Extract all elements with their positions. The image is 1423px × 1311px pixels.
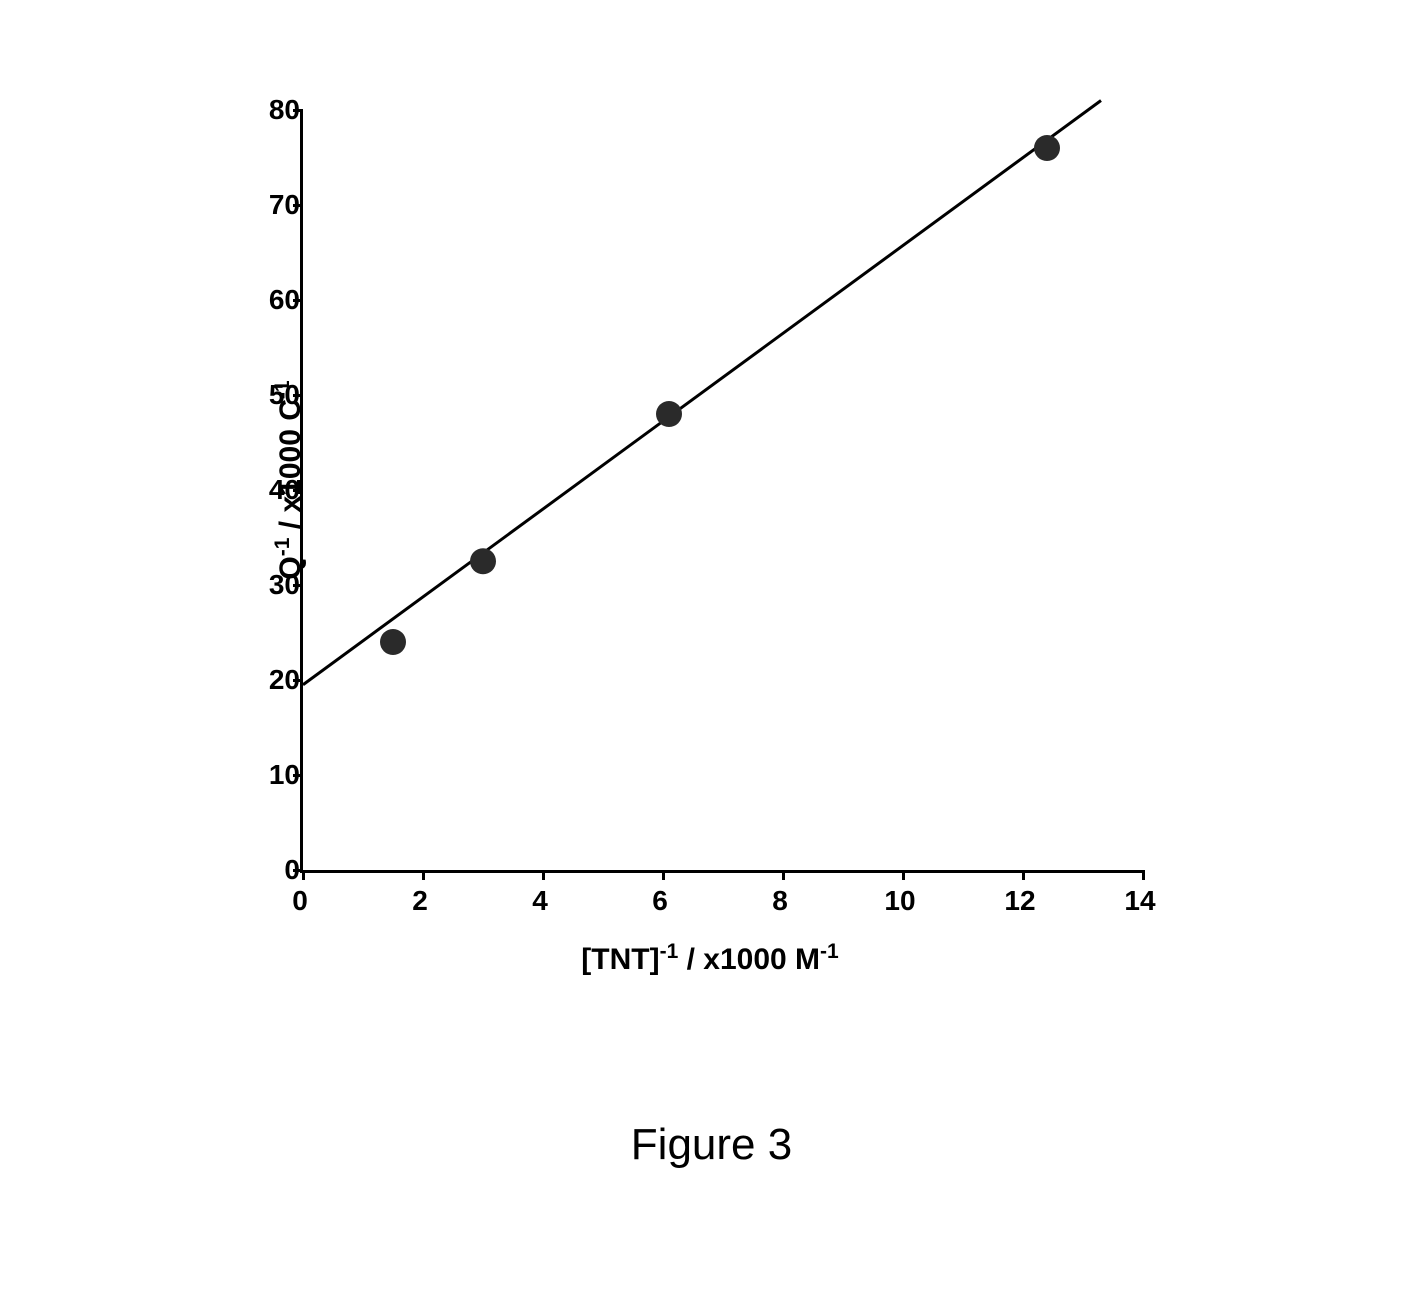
x-tick-label: 10 [884,885,915,917]
x-tick-label: 4 [532,885,548,917]
x-tick [542,870,545,880]
x-tick [1142,870,1145,880]
x-tick [902,870,905,880]
plot-area [300,110,1143,873]
y-tick-label: 70 [269,189,300,221]
x-tick [1022,870,1025,880]
x-axis-title: [TNT]-1 / x1000 M-1 [581,940,838,977]
y-tick-label: 0 [284,854,300,886]
x-tick [422,870,425,880]
x-tick [662,870,665,880]
x-tick-label: 12 [1004,885,1035,917]
x-tick [782,870,785,880]
figure-caption: Figure 3 [631,1120,792,1170]
y-tick-label: 10 [269,759,300,791]
page: 01020304050607080 02468101214 Q-1 / x100… [0,0,1423,1311]
chart-svg [303,110,1143,870]
data-point [1034,135,1060,161]
x-tick [302,870,305,880]
y-axis-title: Q-1 / x1000 C-1 [271,380,308,579]
x-tick-label: 2 [412,885,428,917]
x-tick-label: 14 [1124,885,1155,917]
y-tick-label: 60 [269,284,300,316]
data-point [656,401,682,427]
x-tick-label: 0 [292,885,308,917]
x-tick-label: 8 [772,885,788,917]
regression-line [303,101,1101,685]
data-point [380,629,406,655]
y-tick-label: 20 [269,664,300,696]
x-tick-label: 6 [652,885,668,917]
data-points [380,135,1060,655]
data-point [470,548,496,574]
scatter-chart: 01020304050607080 02468101214 Q-1 / x100… [170,80,1170,980]
y-tick-label: 80 [269,94,300,126]
